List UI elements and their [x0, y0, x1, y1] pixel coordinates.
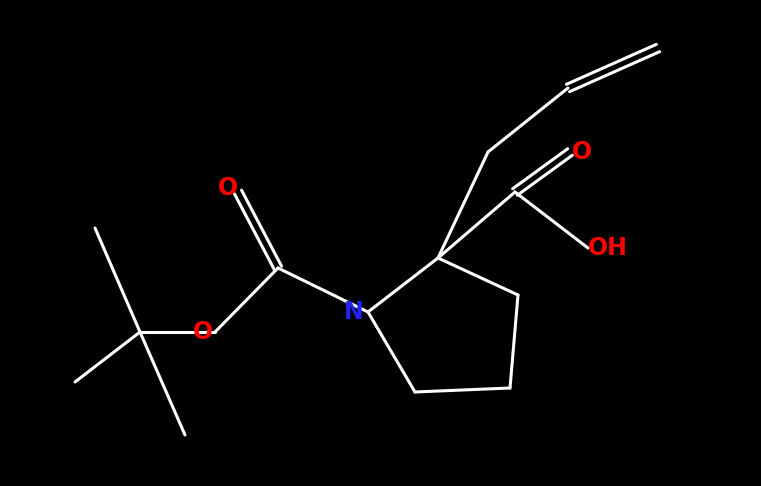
Text: OH: OH: [588, 236, 628, 260]
Text: N: N: [344, 300, 364, 324]
Text: O: O: [572, 140, 592, 164]
Text: O: O: [218, 176, 238, 200]
Text: O: O: [193, 320, 213, 344]
